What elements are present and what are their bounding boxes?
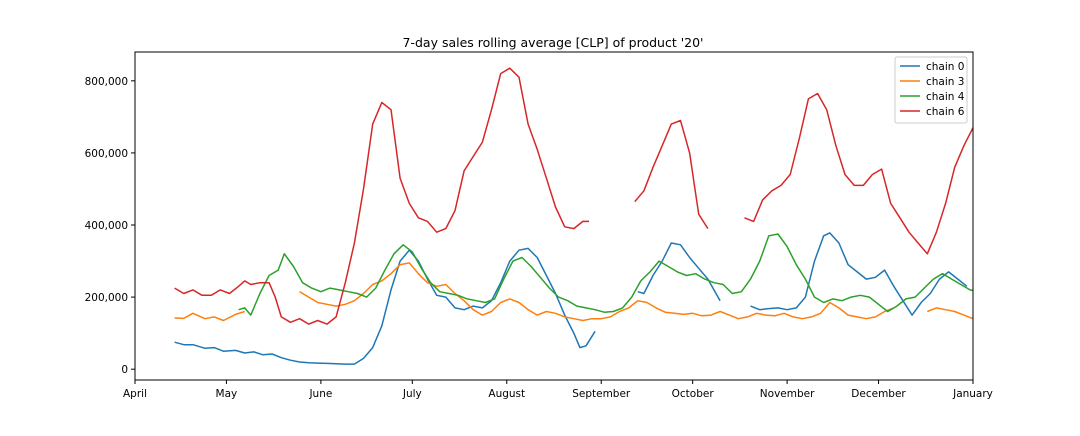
y-tick-label: 800,000 [85, 76, 128, 88]
series-line [1031, 322, 1080, 340]
series-line [634, 119, 709, 230]
y-axis: 0 200,000 400,000 600,000 800,000 [85, 76, 135, 376]
x-tick-label: April [123, 388, 147, 400]
series-line [174, 310, 245, 322]
y-tick-label: 400,000 [85, 220, 128, 232]
series-line [1025, 286, 1080, 333]
y-tick-label: 200,000 [85, 292, 128, 304]
x-tick-label: June [308, 388, 332, 400]
x-tick-label: January [952, 388, 993, 400]
series-line [174, 67, 589, 325]
series-line [927, 307, 973, 320]
x-tick-label: November [760, 388, 815, 400]
series-line [1046, 144, 1080, 265]
series-line [299, 262, 895, 322]
chart-title: 7-day sales rolling average [CLP] of pro… [403, 35, 704, 50]
legend-label: chain 4 [926, 91, 965, 103]
series-line [750, 232, 968, 316]
legend-label: chain 3 [926, 76, 964, 88]
series-line [637, 242, 721, 302]
series-line [744, 92, 973, 255]
legend-label: chain 6 [926, 106, 965, 118]
x-tick-label: May [216, 388, 238, 400]
legend: chain 0 chain 3 chain 4 chain 6 [894, 56, 968, 124]
plot-frame [134, 51, 974, 381]
plot-lines [174, 67, 1080, 365]
x-tick-label: July [402, 388, 422, 400]
x-tick-label: October [672, 388, 715, 400]
x-tick-label: December [851, 388, 906, 400]
x-axis: April May June July August September October No… [123, 380, 993, 400]
y-tick-label: 0 [121, 364, 128, 376]
legend-box [894, 56, 968, 124]
legend-label: chain 0 [926, 61, 964, 73]
x-tick-label: September [572, 388, 631, 400]
y-tick-label: 600,000 [85, 148, 128, 160]
x-tick-label: August [488, 388, 525, 400]
series-line [174, 247, 596, 365]
series-line [238, 233, 973, 316]
